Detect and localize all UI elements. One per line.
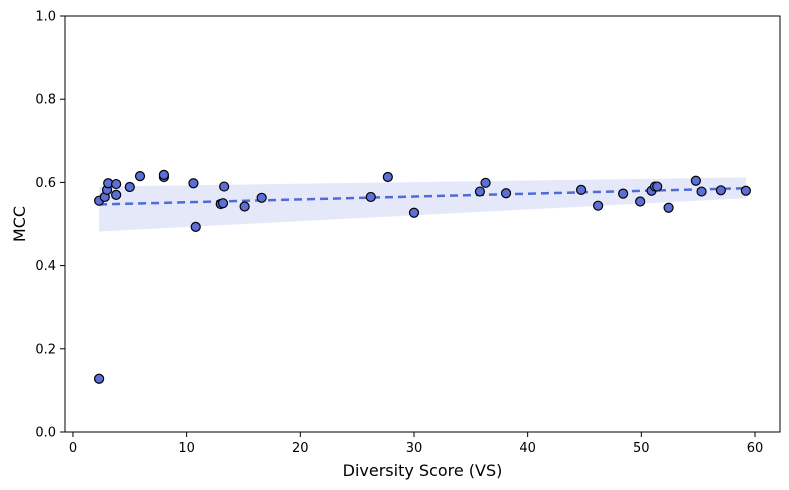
data-point [500, 188, 512, 199]
data-point [480, 177, 491, 188]
data-point [217, 198, 229, 209]
data-point [134, 171, 146, 182]
points-layer [94, 169, 751, 384]
data-point [188, 178, 199, 189]
x-tick-label: 40 [519, 441, 536, 456]
x-axis-ticks: 0 10 20 30 40 50 60 [69, 432, 763, 456]
data-point [652, 181, 663, 192]
y-tick-label: 0.0 [35, 426, 56, 441]
data-point [740, 185, 751, 196]
data-point [111, 178, 122, 190]
data-point [256, 192, 267, 203]
plot-frame [64, 15, 781, 433]
data-point [715, 185, 726, 196]
data-point [408, 207, 420, 218]
data-point [474, 186, 486, 197]
data-point [365, 191, 376, 203]
data-point [382, 171, 393, 183]
data-point [124, 181, 135, 193]
data-point [575, 184, 587, 195]
data-point [635, 196, 646, 207]
data-point [618, 188, 629, 199]
y-axis-ticks: 0.0 0.2 0.4 0.6 0.8 1.0 [35, 10, 65, 441]
data-point [239, 201, 250, 212]
data-point [696, 186, 707, 197]
trendline-layer [99, 186, 746, 206]
data-point [593, 200, 604, 211]
data-point [190, 221, 201, 233]
x-tick-label: 10 [178, 441, 195, 456]
trendline [99, 186, 746, 206]
y-tick-label: 0.8 [35, 93, 56, 108]
x-tick-label: 50 [633, 441, 650, 456]
data-point [111, 189, 122, 200]
y-tick-label: 1.0 [35, 10, 56, 25]
x-tick-label: 20 [292, 441, 309, 456]
x-tick-label: 30 [406, 441, 423, 456]
data-point [663, 202, 674, 213]
data-point [690, 175, 701, 186]
y-tick-label: 0.6 [35, 176, 56, 191]
x-tick-label: 0 [69, 441, 77, 456]
data-point [94, 373, 105, 384]
x-tick-label: 60 [747, 441, 764, 456]
x-axis-title: Diversity Score (VS) [343, 461, 503, 480]
y-tick-label: 0.4 [35, 259, 56, 274]
y-axis-title: MCC [10, 206, 29, 242]
data-point [219, 181, 230, 192]
y-tick-label: 0.2 [35, 342, 56, 357]
data-point [158, 169, 169, 181]
